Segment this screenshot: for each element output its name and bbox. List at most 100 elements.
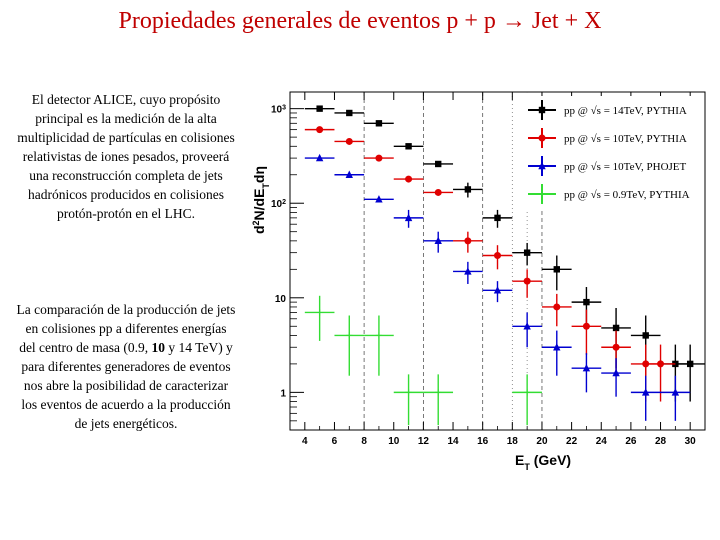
point-marker (553, 266, 560, 273)
legend-marker (538, 106, 546, 114)
point-marker (523, 249, 531, 256)
data-point (571, 309, 602, 355)
data-point (512, 374, 542, 426)
point-marker (523, 277, 531, 285)
point-marker (435, 389, 442, 396)
point-marker (553, 303, 561, 311)
point-marker (464, 186, 472, 193)
x-tick-label: 18 (507, 436, 519, 447)
vertical-grid-lines (363, 92, 543, 430)
point-marker (582, 364, 591, 372)
data-point (630, 375, 661, 421)
legend-label: pp @ √s = 10TeV, PYTHIA (564, 133, 687, 145)
point-marker (686, 360, 694, 368)
data-point (482, 245, 513, 270)
y-axis-label: d2N/dETdη (251, 166, 271, 234)
x-tick-label: 30 (685, 436, 697, 447)
data-point (304, 126, 335, 134)
data-point (541, 255, 572, 291)
data-point (393, 209, 424, 228)
x-tick-label: 6 (332, 436, 338, 447)
point-marker (583, 298, 590, 306)
point-marker (642, 388, 650, 396)
data-point (601, 358, 631, 397)
point-marker (464, 267, 472, 275)
point-marker (345, 137, 353, 145)
x-tick-label: 12 (418, 436, 430, 447)
point-marker (582, 322, 590, 330)
data-point (423, 374, 454, 426)
comparison-text-start: La comparación de la producción de jets … (16, 302, 236, 355)
data-point (364, 315, 394, 376)
data-point (453, 182, 483, 198)
point-marker (375, 120, 383, 127)
legend-box (522, 96, 701, 210)
axes: 4 6 8 10 12 14 16 18 20 22 24 26 28 30 1 10 102 103 (271, 92, 706, 447)
data-point (541, 293, 572, 327)
point-marker (493, 286, 502, 294)
point-marker (523, 389, 531, 396)
point-marker (405, 389, 412, 396)
series-cross (304, 295, 542, 426)
data-point (364, 120, 394, 127)
point-marker (316, 309, 323, 316)
legend-entry: pp @ √s = 0.9TeV, PYTHIA (528, 184, 690, 204)
x-axis-label: ET (GeV) (515, 452, 571, 472)
data-point (423, 231, 454, 253)
legend-marker (538, 161, 546, 170)
y-tick-label: 102 (271, 199, 286, 211)
point-marker (346, 332, 353, 339)
legend-entry: pp @ √s = 10TeV, PHOJET (528, 156, 687, 176)
data-point (334, 137, 365, 145)
point-marker (315, 153, 324, 162)
point-marker (434, 236, 442, 245)
point-marker (316, 126, 324, 134)
point-marker (405, 175, 413, 183)
point-marker (375, 195, 383, 203)
point-marker (375, 332, 383, 339)
data-point (512, 312, 542, 348)
description-paragraph: El detector ALICE, cuyo propósito princi… (17, 92, 235, 221)
legend: pp @ √s = 14TeV, PYTHIA pp @ √s = 10TeV, … (522, 96, 701, 210)
data-point (541, 330, 572, 376)
x-tick-label: 24 (596, 436, 608, 447)
data-point (423, 188, 454, 196)
x-tick-label: 20 (536, 436, 548, 447)
data-point (512, 242, 542, 266)
comparison-text-bold: 10 (151, 340, 166, 355)
data-point (334, 170, 365, 178)
comparison-text-end: y 14 TeV) y para diferentes generadores … (21, 340, 233, 431)
legend-marker (538, 134, 546, 142)
point-marker (553, 343, 561, 351)
point-marker (523, 322, 531, 330)
data-point (453, 231, 483, 253)
point-marker (345, 170, 353, 178)
data-point (423, 160, 454, 168)
x-tick-label: 14 (447, 436, 459, 447)
point-marker (375, 154, 383, 162)
slide-title: Propiedades generales de eventos p + p →… (118, 8, 602, 34)
legend-entry: pp @ √s = 10TeV, PYTHIA (528, 128, 687, 148)
point-marker (405, 143, 412, 150)
data-point (304, 105, 335, 112)
point-marker (434, 188, 442, 196)
legend-label: pp @ √s = 0.9TeV, PYTHIA (564, 189, 690, 201)
point-marker (404, 213, 413, 222)
legend-label: pp @ √s = 14TeV, PYTHIA (564, 105, 687, 117)
data-point (482, 281, 513, 303)
data-point (512, 269, 542, 298)
legend-entry: pp @ √s = 14TeV, PYTHIA (528, 100, 687, 120)
data-point (660, 375, 691, 421)
data-point (304, 295, 335, 341)
series-circle (304, 126, 676, 402)
x-tick-label: 8 (361, 436, 367, 447)
x-tick-label: 4 (302, 436, 308, 447)
point-marker (671, 388, 680, 396)
point-marker (494, 214, 501, 222)
data-point (334, 109, 365, 117)
point-marker (612, 343, 620, 351)
data-point (364, 154, 394, 162)
x-tick-label: 28 (655, 436, 667, 447)
data-point (393, 143, 424, 150)
point-marker (642, 332, 649, 339)
